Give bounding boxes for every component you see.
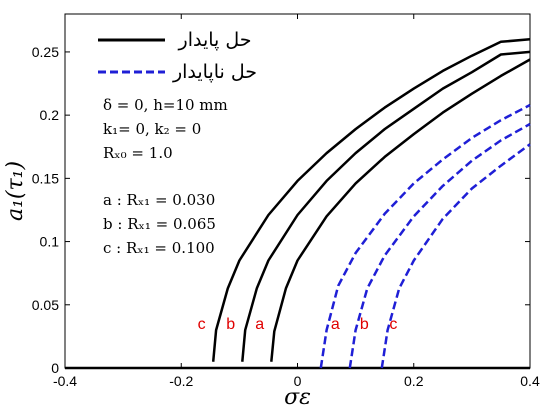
axis-ticks: -0.4 -0.2 0 0.2 0.4 0 0.05 0.1 0.15 0.2 0.25 xyxy=(32,14,540,389)
y-tick-label: 0.15 xyxy=(32,170,59,186)
legend: حل پایدار حل ناپایدار xyxy=(98,29,257,83)
param-line: Rₓ₀ = 1.0 xyxy=(103,144,173,162)
x-tick-label: -0.2 xyxy=(169,373,193,389)
y-tick-label: 0.1 xyxy=(40,234,60,250)
y-tick-label: 0.2 xyxy=(40,107,60,123)
x-tick-label: 0 xyxy=(294,373,302,389)
y-axis-label: a₁(τ₁) xyxy=(3,161,28,221)
x-tick-label: -0.4 xyxy=(53,373,77,389)
x-axis-label: σε xyxy=(284,385,311,410)
series-stable-b xyxy=(241,50,531,362)
case-line: a : Rₓ₁ = 0.030 xyxy=(103,191,215,209)
x-tick-label: 0.4 xyxy=(520,373,540,389)
y-tick-label: 0.25 xyxy=(32,44,59,60)
curve-label-b: b xyxy=(226,316,235,333)
curve-label-c: c xyxy=(198,316,206,333)
case-line: c : Rₓ₁ = 0.100 xyxy=(103,239,215,257)
annotations: δ = 0, h=10 mm k₁= 0, k₂ = 0 Rₓ₀ = 1.0 a : … xyxy=(103,96,228,257)
curve-label-b: b xyxy=(360,316,369,333)
param-line: k₁= 0, k₂ = 0 xyxy=(103,120,201,138)
legend-entry-label: حل پایدار xyxy=(178,29,252,51)
param-line: δ = 0, h=10 mm xyxy=(103,96,228,114)
curve-label-c: c xyxy=(389,316,397,333)
curve-label-a: a xyxy=(255,316,264,333)
series-unstable-b xyxy=(348,122,531,369)
x-tick-label: 0.2 xyxy=(404,373,424,389)
curves xyxy=(65,38,531,370)
case-line: b : Rₓ₁ = 0.065 xyxy=(103,215,216,233)
series-stable-a xyxy=(270,58,531,362)
series-unstable-c xyxy=(380,143,531,369)
series-stable-c xyxy=(211,38,531,362)
y-tick-label: 0.05 xyxy=(32,297,59,313)
curve-label-a: a xyxy=(331,316,340,333)
legend-entry-label: حل ناپایدار xyxy=(172,61,257,83)
y-tick-label: 0 xyxy=(51,360,59,376)
series-unstable-a xyxy=(319,103,531,369)
